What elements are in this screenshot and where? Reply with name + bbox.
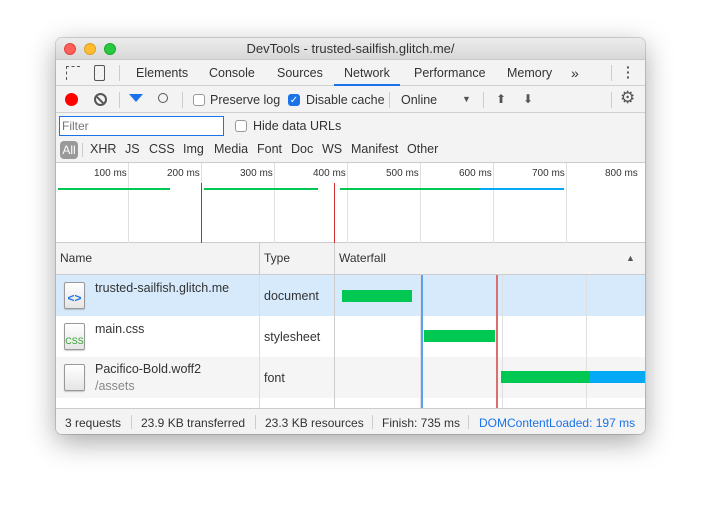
overview-bar-css (204, 188, 318, 190)
overview-bar-font-wait (340, 188, 480, 190)
html-file-icon: <> (64, 282, 85, 309)
status-bar: 3 requests 23.9 KB transferred 23.3 KB r… (56, 408, 645, 434)
finish-time: Finish: 735 ms (382, 416, 461, 430)
window-title: DevTools - trusted-sailfish.glitch.me/ (246, 41, 455, 56)
request-name: main.css (95, 322, 145, 336)
overview-bar-document (58, 188, 170, 190)
type-filter-other[interactable]: Other (407, 142, 439, 156)
overview-tick: 500 ms (386, 168, 419, 179)
request-type: stylesheet (264, 330, 321, 344)
search-icon[interactable] (158, 93, 168, 103)
kebab-menu-icon[interactable]: · · · (626, 59, 631, 85)
throttling-select[interactable]: Online ▼ (396, 89, 476, 109)
disable-cache-label: Disable cache (306, 93, 385, 107)
settings-gear-icon[interactable]: ⚙ (620, 88, 636, 107)
zoom-window-button[interactable] (104, 43, 116, 55)
tab-memory[interactable]: Memory (507, 66, 553, 80)
request-name: trusted-sailfish.glitch.me (95, 281, 230, 295)
overview-bar-font-download (480, 188, 564, 190)
network-overview[interactable]: 100 ms 200 ms 300 ms 400 ms 500 ms 600 m… (56, 163, 645, 243)
minimize-window-button[interactable] (84, 43, 96, 55)
type-filter-js[interactable]: JS (125, 142, 140, 156)
inspect-element-icon[interactable] (66, 66, 80, 80)
request-path: /assets (95, 379, 135, 393)
column-header-waterfall[interactable]: Waterfall (339, 251, 386, 265)
hide-data-urls-label: Hide data URLs (253, 119, 342, 133)
device-toolbar-icon[interactable] (94, 65, 105, 81)
request-count: 3 requests (65, 416, 122, 430)
type-filter-ws[interactable]: WS (322, 142, 343, 156)
generic-file-icon (64, 364, 85, 391)
resources-size: 23.3 KB resources (265, 416, 364, 430)
css-file-icon: CSS (64, 323, 85, 350)
type-filter-manifest[interactable]: Manifest (351, 142, 399, 156)
waterfall-bar-css[interactable] (424, 330, 495, 342)
type-filter-img[interactable]: Img (183, 142, 204, 156)
requests-table: <> trusted-sailfish.glitch.me document C… (56, 275, 645, 408)
tab-console[interactable]: Console (209, 66, 255, 80)
filter-bar: Hide data URLs All XHR JS CSS Img Media … (56, 113, 645, 163)
close-window-button[interactable] (64, 43, 76, 55)
request-type: font (264, 371, 285, 385)
title-bar: DevTools - trusted-sailfish.glitch.me/ (56, 38, 645, 60)
devtools-window: DevTools - trusted-sailfish.glitch.me/ E… (56, 38, 645, 434)
dom-content-loaded: DOMContentLoaded: 197 ms (479, 416, 636, 430)
type-filter-doc[interactable]: Doc (291, 142, 314, 156)
waterfall-bar-font-download[interactable] (590, 371, 645, 383)
import-har-icon[interactable]: ⬆ (496, 92, 507, 106)
tab-network[interactable]: Network (334, 60, 400, 86)
type-filter-xhr[interactable]: XHR (90, 142, 117, 156)
sort-ascending-icon[interactable]: ▲ (626, 253, 635, 263)
overview-tick: 100 ms (94, 168, 127, 179)
waterfall-dcl-line (421, 275, 423, 408)
dcl-marker (201, 183, 202, 243)
overview-tick: 800 ms (605, 168, 638, 179)
export-har-icon[interactable]: ⬇ (523, 92, 534, 106)
filter-icon[interactable] (129, 94, 143, 102)
tab-performance[interactable]: Performance (414, 66, 486, 80)
type-filter-media[interactable]: Media (214, 142, 249, 156)
overview-tick: 700 ms (532, 168, 565, 179)
table-header: Name Type Waterfall ▲ (56, 243, 645, 275)
throttling-value: Online (401, 93, 438, 107)
overview-tick: 600 ms (459, 168, 492, 179)
type-filter-all[interactable]: All (60, 141, 78, 159)
overview-tick: 300 ms (240, 168, 273, 179)
request-type: document (264, 289, 319, 303)
type-filter-css[interactable]: CSS (149, 142, 175, 156)
panel-tabs: Elements Console Sources Network Perform… (56, 60, 645, 86)
overview-tick: 200 ms (167, 168, 200, 179)
request-name: Pacifico-Bold.woff2 (95, 362, 202, 376)
table-row[interactable]: <> trusted-sailfish.glitch.me document (56, 275, 645, 316)
tab-sources[interactable]: Sources (277, 66, 323, 80)
type-filter-font[interactable]: Font (257, 142, 283, 156)
load-marker (334, 183, 335, 243)
waterfall-bar-document[interactable] (342, 290, 412, 302)
overview-tick: 400 ms (313, 168, 346, 179)
tab-elements[interactable]: Elements (136, 66, 189, 80)
more-tabs-button[interactable]: » (571, 65, 579, 81)
waterfall-bar-font-wait[interactable] (501, 371, 590, 383)
preserve-log-label: Preserve log (210, 93, 281, 107)
disable-cache-checkbox[interactable]: ✓ (288, 94, 300, 106)
waterfall-load-line (496, 275, 498, 408)
column-header-name[interactable]: Name (60, 251, 93, 265)
preserve-log-checkbox[interactable] (193, 94, 205, 106)
transferred-size: 23.9 KB transferred (141, 416, 246, 430)
filter-input[interactable] (59, 116, 224, 136)
column-header-type[interactable]: Type (264, 251, 291, 265)
clear-button[interactable] (94, 93, 107, 106)
table-row[interactable]: CSS main.css stylesheet (56, 316, 645, 357)
hide-data-urls-checkbox[interactable] (235, 120, 247, 132)
dropdown-arrow-icon: ▼ (462, 94, 471, 104)
network-toolbar: Preserve log ✓ Disable cache Online ▼ ⬆ … (56, 86, 645, 113)
record-button[interactable] (65, 93, 78, 106)
